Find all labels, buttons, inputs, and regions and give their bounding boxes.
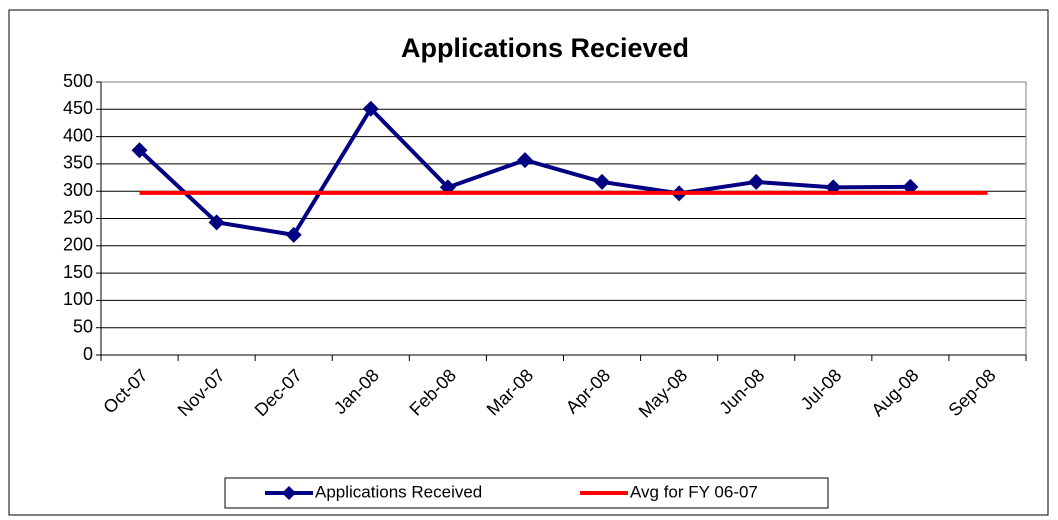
y-tick-label: 400 [63, 125, 93, 145]
marker [208, 214, 225, 231]
marker [285, 226, 302, 243]
y-tick-label: 300 [63, 180, 93, 200]
legend-marker [282, 486, 296, 500]
chart-title: Applications Recieved [401, 33, 689, 63]
legend-text: Avg for FY 06-07 [630, 482, 758, 501]
y-tick-label: 350 [63, 153, 93, 173]
y-tick-label: 150 [63, 262, 93, 282]
y-tick-label: 100 [63, 289, 93, 309]
y-tick-label: 200 [63, 235, 93, 255]
y-tick-label: 50 [73, 316, 93, 336]
y-tick-label: 500 [63, 71, 93, 91]
marker [131, 142, 148, 159]
chart-border [8, 9, 1049, 516]
legend-box [224, 477, 829, 509]
marker [902, 178, 919, 195]
y-tick-label: 250 [63, 207, 93, 227]
marker [748, 173, 765, 190]
marker [362, 100, 379, 117]
marker [516, 152, 533, 169]
y-tick-label: 450 [63, 98, 93, 118]
y-tick-label: 0 [83, 344, 93, 364]
legend-text: Applications Received [315, 482, 482, 501]
marker [594, 173, 611, 190]
